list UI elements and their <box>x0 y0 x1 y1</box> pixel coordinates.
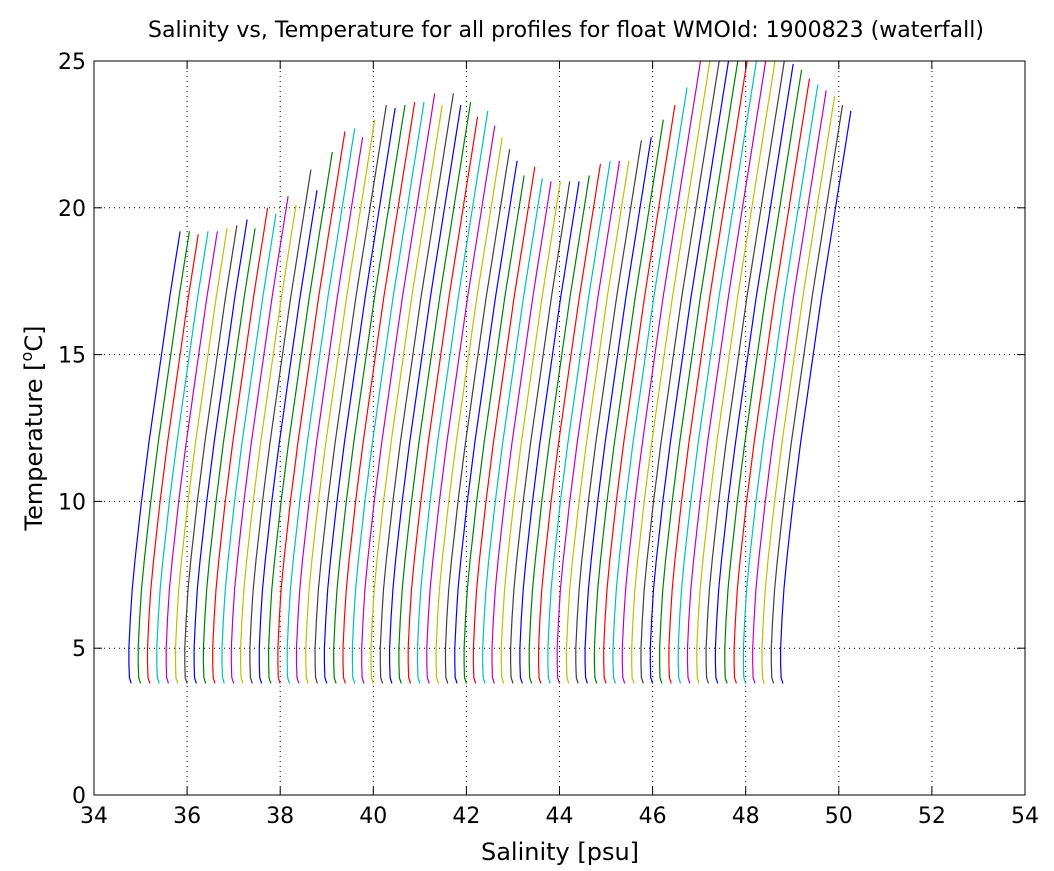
x-tick-label: 50 <box>825 804 853 829</box>
profile-line-10 <box>212 207 269 684</box>
profile-line-56 <box>640 60 720 684</box>
profile-line-70 <box>770 104 844 684</box>
profile-line-1 <box>128 231 181 684</box>
profile-line-69 <box>761 96 836 684</box>
profile-line-25 <box>351 102 425 684</box>
x-axis-label: Salinity [psu] <box>481 838 639 866</box>
x-tick-label: 44 <box>546 804 574 829</box>
y-axis-label: Temperature [oC] <box>17 326 48 532</box>
profile-line-54 <box>621 60 702 684</box>
profile-line-37 <box>463 175 525 684</box>
x-tick-label: 54 <box>1011 804 1039 829</box>
profile-line-38 <box>472 166 536 684</box>
profile-line-58 <box>659 60 739 684</box>
y-tick-label: 10 <box>58 490 86 515</box>
profile-line-6 <box>174 228 228 684</box>
y-tick-label: 0 <box>72 784 86 809</box>
profile-line-7 <box>184 225 238 684</box>
x-tick-label: 52 <box>918 804 946 829</box>
x-tick-label: 34 <box>80 804 108 829</box>
profile-line-15 <box>258 190 318 684</box>
profile-line-50 <box>584 137 652 684</box>
grid-lines <box>94 61 1025 795</box>
y-tick-label: 15 <box>58 344 86 369</box>
x-tick-label: 42 <box>452 804 480 829</box>
profile-line-65 <box>724 69 803 684</box>
profile-line-67 <box>742 84 819 684</box>
profile-line-71 <box>780 110 852 684</box>
profile-line-21 <box>314 104 387 684</box>
profile-line-40 <box>491 181 552 684</box>
x-tick-label: 38 <box>266 804 294 829</box>
profile-line-16 <box>268 151 333 684</box>
profile-line-44 <box>528 175 590 684</box>
profile-line-59 <box>668 60 748 684</box>
profile-line-42 <box>510 181 571 684</box>
profile-line-3 <box>146 234 199 684</box>
profile-line-2 <box>137 231 190 684</box>
profile-line-35 <box>444 149 511 684</box>
y-tick-label: 25 <box>58 50 86 75</box>
profile-line-17 <box>277 131 346 684</box>
profile-line-64 <box>714 63 794 684</box>
profile-line-30 <box>398 102 472 684</box>
profile-line-60 <box>677 60 757 684</box>
profile-line-66 <box>733 78 811 684</box>
profile-line-20 <box>305 119 376 684</box>
profile-line-55 <box>631 60 711 684</box>
axis-ticks: 34 36 38 40 42 44 46 48 50 52 54 0 5 10 15 20 25 <box>58 50 1039 829</box>
y-axis-label-sup: o <box>17 352 36 362</box>
profile-line-63 <box>705 60 785 684</box>
profile-line-62 <box>696 60 776 684</box>
profile-line-29 <box>389 104 462 684</box>
x-tick-label: 48 <box>732 804 760 829</box>
profile-line-49 <box>575 140 642 684</box>
profile-line-5 <box>165 231 218 684</box>
profile-line-9 <box>202 228 256 684</box>
profile-line-68 <box>752 90 827 684</box>
profile-line-45 <box>538 163 602 684</box>
profile-line-22 <box>323 107 396 684</box>
profile-line-47 <box>556 160 621 684</box>
y-axis-label-main: Temperature [ <box>20 361 48 531</box>
profile-line-53 <box>612 87 688 684</box>
x-tick-label: 40 <box>359 804 387 829</box>
profile-line-19 <box>295 137 364 684</box>
profile-line-32 <box>416 110 489 684</box>
y-tick-label: 5 <box>72 637 86 662</box>
profile-line-18 <box>286 128 356 684</box>
profile-line-8 <box>193 219 248 684</box>
profile-line-46 <box>547 160 611 684</box>
profile-line-52 <box>603 104 676 684</box>
x-tick-label: 46 <box>639 804 667 829</box>
profile-line-36 <box>454 160 518 684</box>
x-tick-label: 36 <box>173 804 201 829</box>
profile-line-26 <box>361 93 436 684</box>
profile-line-27 <box>370 104 443 684</box>
profile-line-11 <box>221 213 277 684</box>
profile-line-4 <box>156 231 209 684</box>
y-tick-label: 20 <box>58 197 86 222</box>
profile-line-61 <box>686 60 767 684</box>
profile-line-57 <box>649 60 730 684</box>
profile-line-41 <box>500 181 561 684</box>
profile-line-14 <box>249 169 312 684</box>
profile-line-12 <box>230 196 289 684</box>
chart-title: Salinity vs, Temperature for all profile… <box>148 18 984 43</box>
profile-line-34 <box>435 137 503 684</box>
profile-line-33 <box>426 125 496 684</box>
profile-line-51 <box>593 119 664 684</box>
profile-line-31 <box>407 116 479 684</box>
profile-series-group <box>128 60 852 684</box>
profile-line-43 <box>519 181 580 684</box>
profile-line-23 <box>333 104 406 684</box>
profile-line-13 <box>240 204 297 684</box>
y-axis-label-end: C] <box>20 326 48 352</box>
profile-line-48 <box>565 160 630 684</box>
profile-line-39 <box>482 178 543 684</box>
profile-line-28 <box>379 93 454 684</box>
profile-line-24 <box>342 102 416 684</box>
